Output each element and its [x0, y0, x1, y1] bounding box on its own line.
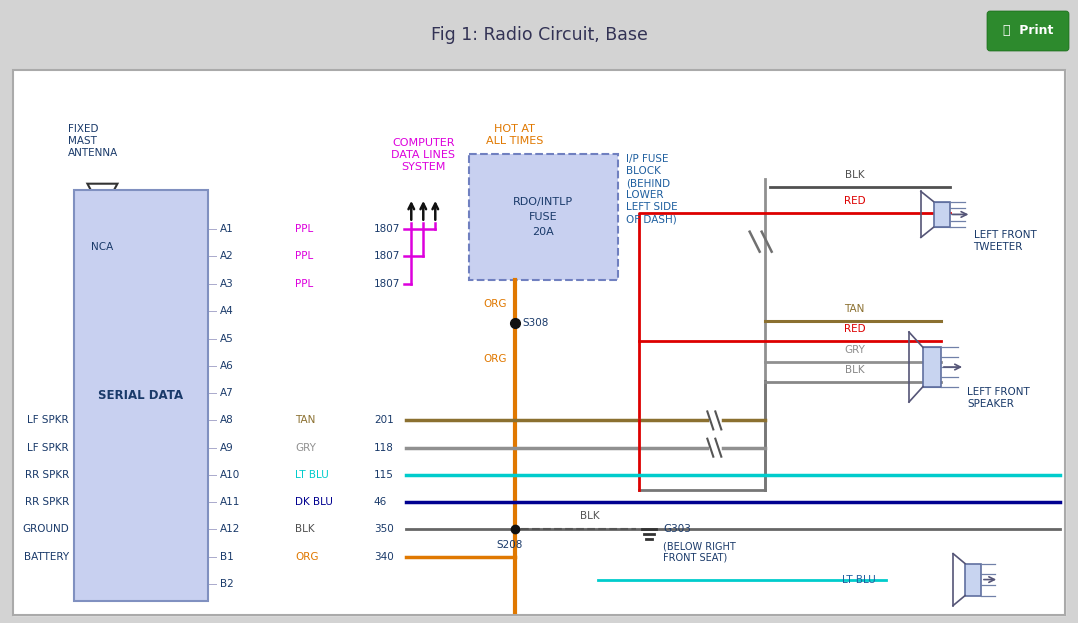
Text: A1: A1	[220, 224, 234, 234]
Bar	[74, 190, 208, 601]
Text: BLK: BLK	[295, 525, 315, 535]
Bar	[13, 70, 1065, 615]
Text: BATTERY: BATTERY	[24, 552, 69, 562]
Bar	[934, 202, 950, 227]
Bar	[13, 70, 1065, 615]
Text: 115: 115	[374, 470, 393, 480]
Text: A9: A9	[220, 443, 234, 453]
Text: BLK: BLK	[580, 511, 599, 521]
Text: LF SPKR: LF SPKR	[27, 416, 69, 426]
Text: 340: 340	[374, 552, 393, 562]
Text: A12: A12	[220, 525, 240, 535]
Text: A10: A10	[220, 470, 240, 480]
Text: LOWER: LOWER	[626, 191, 664, 201]
Text: (BEHIND: (BEHIND	[626, 178, 671, 189]
Bar	[0, 0, 1078, 63]
Text: PPL: PPL	[295, 252, 314, 262]
Text: S208: S208	[497, 540, 523, 551]
Text: ORG: ORG	[483, 299, 507, 310]
Text: G303: G303	[663, 525, 691, 535]
Text: A2: A2	[220, 252, 234, 262]
Text: MAST: MAST	[68, 136, 97, 146]
Text: RR SPKR: RR SPKR	[25, 497, 69, 507]
Text: SYSTEM: SYSTEM	[401, 162, 445, 172]
Text: B1: B1	[220, 552, 234, 562]
Text: B2: B2	[220, 579, 234, 589]
Text: ORG: ORG	[295, 552, 318, 562]
Text: A3: A3	[220, 279, 234, 289]
Text: FIXED: FIXED	[68, 125, 98, 135]
Text: (BELOW RIGHT: (BELOW RIGHT	[663, 541, 736, 551]
Text: A11: A11	[220, 497, 240, 507]
Text: FRONT SEAT): FRONT SEAT)	[663, 553, 728, 563]
Text: GRY: GRY	[295, 443, 316, 453]
Text: S308: S308	[523, 318, 549, 328]
Text: BLOCK: BLOCK	[626, 166, 661, 176]
Text: RDO/INTLP
FUSE
20A: RDO/INTLP FUSE 20A	[513, 197, 573, 237]
Text: LF SPKR: LF SPKR	[27, 443, 69, 453]
Text: RED: RED	[844, 196, 866, 206]
Text: ⎙  Print: ⎙ Print	[1003, 24, 1053, 37]
Text: NCA: NCA	[92, 242, 113, 252]
Text: 1807: 1807	[374, 224, 400, 234]
Text: A4: A4	[220, 307, 234, 316]
Text: TAN: TAN	[295, 416, 315, 426]
Text: 118: 118	[374, 443, 393, 453]
Text: DATA LINES: DATA LINES	[391, 150, 455, 160]
Text: HOT AT: HOT AT	[495, 125, 536, 135]
Text: LT BLU: LT BLU	[295, 470, 329, 480]
Text: 350: 350	[374, 525, 393, 535]
Text: SPEAKER: SPEAKER	[967, 399, 1013, 409]
Text: TWEETER: TWEETER	[973, 242, 1023, 252]
Text: A8: A8	[220, 416, 234, 426]
Text: ALL TIMES: ALL TIMES	[486, 136, 543, 146]
Bar	[965, 564, 981, 596]
Text: 201: 201	[374, 416, 393, 426]
Text: Fig 1: Radio Circuit, Base: Fig 1: Radio Circuit, Base	[430, 26, 648, 44]
FancyBboxPatch shape	[987, 11, 1069, 51]
Text: SERIAL DATA: SERIAL DATA	[98, 389, 183, 402]
Text: LEFT SIDE: LEFT SIDE	[626, 202, 678, 212]
Text: A5: A5	[220, 334, 234, 344]
Text: I/P FUSE: I/P FUSE	[626, 155, 668, 164]
Text: BLK: BLK	[845, 364, 865, 375]
Text: A7: A7	[220, 388, 234, 398]
Text: DK BLU: DK BLU	[295, 497, 333, 507]
Text: OF DASH): OF DASH)	[626, 214, 677, 224]
Text: GROUND: GROUND	[23, 525, 69, 535]
Bar	[469, 155, 618, 280]
Text: RED: RED	[844, 325, 866, 335]
Text: PPL: PPL	[295, 279, 314, 289]
Text: A6: A6	[220, 361, 234, 371]
Text: BLK: BLK	[845, 170, 865, 180]
Text: TAN: TAN	[844, 303, 865, 314]
Text: COMPUTER: COMPUTER	[392, 138, 455, 148]
Text: 46: 46	[374, 497, 387, 507]
Text: LEFT FRONT: LEFT FRONT	[967, 387, 1029, 397]
Text: GRY: GRY	[844, 345, 865, 354]
Text: RR SPKR: RR SPKR	[25, 470, 69, 480]
Text: PPL: PPL	[295, 224, 314, 234]
Text: 1807: 1807	[374, 279, 400, 289]
Text: LEFT FRONT: LEFT FRONT	[973, 231, 1036, 240]
Text: ORG: ORG	[483, 354, 507, 364]
Bar	[923, 348, 941, 387]
Text: ANTENNA: ANTENNA	[68, 148, 118, 158]
Text: LT BLU: LT BLU	[842, 574, 876, 584]
Text: 1807: 1807	[374, 252, 400, 262]
